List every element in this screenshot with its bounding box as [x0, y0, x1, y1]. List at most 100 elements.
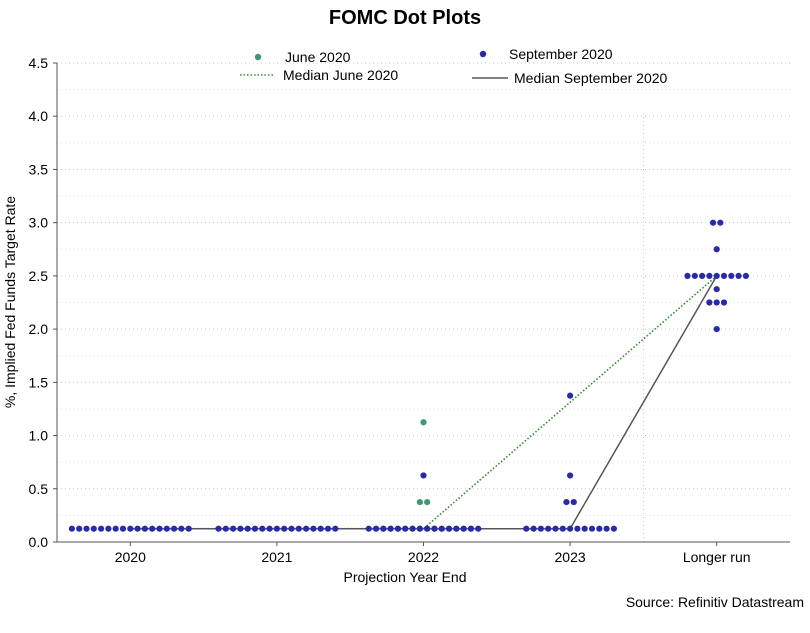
dot-september-2020 [563, 498, 570, 506]
x-tick-label: 2021 [261, 549, 292, 565]
dot-september-2020 [706, 299, 713, 306]
dot-september-2020 [156, 525, 163, 532]
dot-september-2020 [717, 219, 724, 226]
dot-september-2020 [171, 525, 178, 532]
dot-september-2020 [475, 525, 482, 532]
dot-september-2020 [523, 525, 530, 532]
dot-september-2020 [68, 525, 75, 532]
dot-september-2020 [141, 525, 148, 532]
y-tick-labels: 0.0 0.5 1.0 1.5 2.0 2.5 3.0 3.5 4.0 4.5 [29, 55, 49, 550]
dot-september-2020 [431, 525, 438, 532]
dot-september-2020 [237, 525, 244, 532]
dot-september-2020 [149, 525, 156, 532]
dot-september-2020 [380, 525, 387, 532]
dot-september-2020 [684, 272, 691, 279]
dot-september-2020 [324, 525, 332, 532]
y-tick-label: 0.5 [29, 481, 49, 497]
dot-september-2020 [596, 525, 603, 532]
legend-median-june-2020-label: Median June 2020 [283, 67, 398, 83]
dot-september-2020 [445, 525, 453, 532]
x-tick-label: 2020 [115, 549, 146, 565]
dot-september-2020 [552, 525, 559, 532]
dot-september-2020 [706, 272, 713, 279]
median-lines [130, 275, 718, 530]
y-tick-label: 0.0 [29, 534, 49, 550]
legend-june-2020-label: June 2020 [285, 49, 351, 65]
legend-september-2020-label: September 2020 [509, 46, 613, 62]
dot-september-2020 [467, 525, 475, 532]
dot-september-2020 [273, 525, 280, 532]
dot-september-2020 [402, 525, 409, 532]
y-tick-label: 3.5 [29, 161, 49, 177]
dot-september-2020 [537, 525, 545, 532]
dot-september-2020 [570, 498, 577, 506]
y-tick-label: 1.5 [29, 374, 49, 390]
dot-september-2020 [603, 525, 610, 532]
y-tick-label: 1.0 [29, 428, 49, 444]
legend-september-2020-marker [479, 50, 487, 58]
dot-september-2020 [303, 525, 310, 532]
dot-september-2020 [567, 392, 574, 399]
dot-september-2020 [387, 525, 394, 532]
dot-september-2020 [222, 525, 229, 532]
dot-september-2020 [581, 525, 588, 532]
dot-september-2020 [119, 525, 127, 532]
dot-september-2020 [259, 525, 266, 532]
chart-title: FOMC Dot Plots [329, 7, 481, 29]
dot-september-2020 [244, 525, 251, 532]
dot-september-2020 [720, 299, 728, 306]
dot-september-2020 [288, 525, 295, 532]
x-tick-label: 2023 [555, 549, 586, 565]
dot-september-2020 [709, 219, 717, 226]
dot-september-2020 [735, 272, 742, 279]
x-tick-labels: 2020 2021 2022 2023 Longer run [115, 549, 751, 565]
dot-september-2020 [112, 525, 119, 532]
dot-september-2020 [365, 525, 372, 532]
dot-september-2020 [424, 525, 431, 532]
axes [53, 62, 790, 546]
dot-september-2020 [713, 299, 720, 306]
dot-september-2020 [409, 525, 416, 532]
dot-september-2020 [460, 525, 467, 532]
dot-september-2020 [567, 525, 574, 532]
dot-september-2020 [416, 525, 423, 532]
dot-september-2020 [185, 525, 192, 532]
dot-september-2020 [574, 525, 581, 532]
dot-september-2020 [567, 472, 574, 479]
dot-september-2020 [713, 246, 720, 253]
dot-september-2020 [610, 525, 618, 532]
dot-september-2020 [699, 272, 706, 279]
dot-september-2020 [90, 525, 97, 532]
dot-september-2020 [453, 525, 460, 532]
legend-median-september-2020-label: Median September 2020 [514, 70, 668, 86]
dot-september-2020 [127, 525, 134, 532]
dot-september-2020 [266, 525, 273, 532]
dot-september-2020 [163, 525, 170, 532]
dot-september-2020 [438, 525, 445, 532]
dot-september-2020 [281, 525, 288, 532]
dot-september-2020 [691, 272, 698, 279]
legend-june-2020-marker [254, 53, 262, 61]
dot-september-2020 [134, 525, 141, 532]
grid-lines [57, 62, 790, 543]
legend: June 2020 September 2020 Median June 202… [240, 46, 668, 86]
dot-september-2020 [230, 525, 237, 532]
x-tick-label: 2022 [408, 549, 439, 565]
y-tick-label: 3.0 [29, 215, 49, 231]
y-tick-label: 2.5 [29, 268, 49, 284]
dot-september-2020 [588, 525, 596, 532]
dot-september-2020 [530, 525, 537, 532]
y-tick-label: 4.5 [29, 55, 49, 71]
y-axis-label: %, Implied Fed Funds Target Rate [2, 196, 18, 408]
x-tick-label: Longer run [683, 549, 751, 565]
dot-september-2020 [559, 525, 566, 532]
dot-september-2020 [713, 326, 720, 333]
x-axis-label: Projection Year End [344, 569, 467, 585]
y-tick-label: 2.0 [29, 321, 49, 337]
dot-june-2020 [416, 498, 423, 506]
dot-september-2020 [420, 472, 427, 479]
dot-june-2020 [424, 498, 431, 506]
median-line-median-september-2020 [130, 275, 718, 530]
dot-september-2020 [105, 525, 112, 532]
